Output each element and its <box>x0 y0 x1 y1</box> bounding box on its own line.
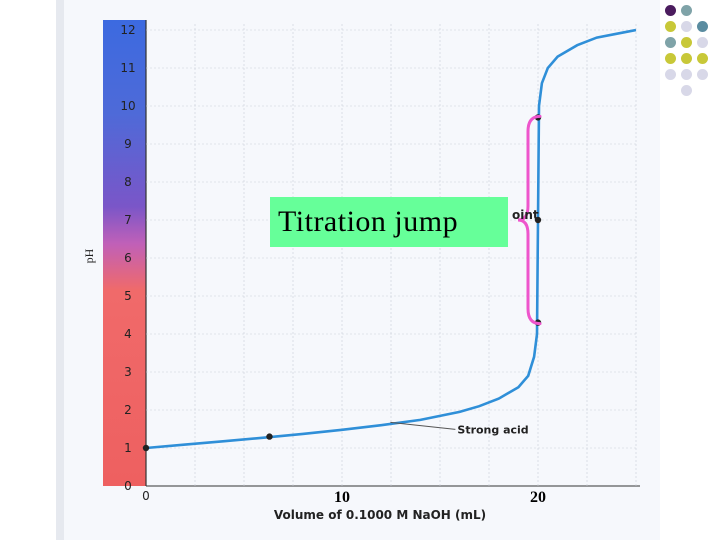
x-overlay-tick-label: 20 <box>530 489 546 506</box>
y-tick-label: 2 <box>124 403 132 417</box>
y-tick-label: 7 <box>124 213 132 227</box>
x-axis-title: Volume of 0.1000 M NaOH (mL) <box>274 508 486 522</box>
decorative-dot <box>665 53 676 64</box>
annotation-strong-acid: Strong acid <box>457 423 528 436</box>
decorative-dot <box>697 37 708 48</box>
y-tick-label: 6 <box>124 251 132 265</box>
decorative-dot <box>681 53 692 64</box>
y-tick-label: 10 <box>120 99 135 113</box>
y-tick-label: 8 <box>124 175 132 189</box>
titration-jump-label: Titration jump <box>270 197 508 247</box>
y-tick-label: 0 <box>124 479 132 493</box>
y-tick-label: 11 <box>120 61 135 75</box>
data-point <box>266 433 273 440</box>
ph-color-bar <box>103 20 146 486</box>
decorative-dot <box>681 69 692 80</box>
titration-jump-bracket <box>517 114 542 326</box>
y-axis-title: pH <box>82 248 96 263</box>
y-tick-label: 4 <box>124 327 132 341</box>
annotation-leader <box>390 421 456 430</box>
y-tick-label: 5 <box>124 289 132 303</box>
y-tick-label: 9 <box>124 137 132 151</box>
decorative-dot <box>665 21 676 32</box>
grid <box>146 24 637 486</box>
titration-jump-text: Titration jump <box>278 205 459 238</box>
y-tick-label: 12 <box>120 23 135 37</box>
data-point <box>534 216 542 224</box>
decorative-dot <box>697 53 708 64</box>
decorative-dot <box>697 69 708 80</box>
x-tick-label: 0 <box>142 489 150 503</box>
scanned-page <box>56 0 660 540</box>
decorative-dot <box>681 5 692 16</box>
x-tick-labels: 0 10 20 <box>142 489 546 506</box>
y-tick-label: 3 <box>124 365 132 379</box>
series-line-strong-acid <box>145 28 637 450</box>
decorative-dot <box>665 5 676 16</box>
y-tick-label: 1 <box>124 441 132 455</box>
decorative-dot <box>665 69 676 80</box>
decorative-dot <box>681 37 692 48</box>
x-overlay-tick-label: 10 <box>334 489 350 506</box>
decorative-dot <box>697 21 708 32</box>
equivalence-point-partial-label: oint <box>512 208 539 222</box>
decorative-dot <box>665 37 676 48</box>
decorative-dot <box>681 85 692 96</box>
page-shadow <box>56 0 64 540</box>
data-point <box>142 444 150 452</box>
decorative-dot <box>681 21 692 32</box>
